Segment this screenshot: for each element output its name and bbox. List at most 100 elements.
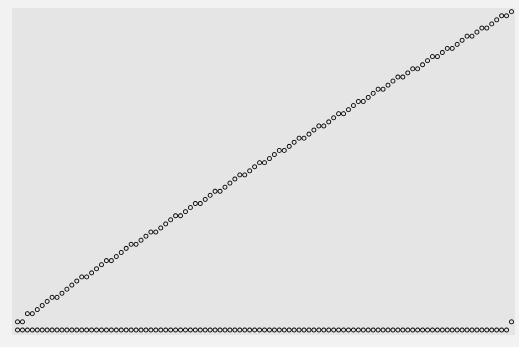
data-point-series-1 (108, 258, 114, 264)
data-point-series-2 (266, 327, 272, 333)
data-point-series-2 (439, 327, 445, 333)
data-point-series-1 (143, 233, 149, 239)
data-point-series-2 (197, 327, 203, 333)
data-point-series-2 (183, 327, 188, 333)
data-point-series-2 (479, 327, 485, 333)
data-point-series-2 (444, 327, 450, 333)
data-point-series-2 (99, 327, 104, 333)
data-point-series-1 (217, 188, 223, 194)
data-point-series-1 (266, 156, 272, 162)
data-point-series-2 (484, 327, 490, 333)
data-point-series-2 (148, 327, 154, 333)
data-point-series-1 (464, 33, 470, 39)
data-point-series-1 (138, 237, 144, 243)
data-point-series-1 (430, 54, 435, 60)
data-point-series-1 (360, 99, 366, 104)
data-point-series-2 (19, 327, 25, 333)
data-point-series-1 (271, 152, 277, 157)
data-point-series-1 (316, 123, 322, 129)
data-point-series-2 (494, 327, 500, 333)
data-point-series-1 (291, 139, 297, 145)
data-point-series-1 (207, 192, 213, 198)
data-point-series-1 (306, 131, 312, 137)
data-point-series-1 (281, 147, 287, 153)
data-point-series-2 (69, 327, 75, 333)
data-point-series-1 (153, 229, 159, 235)
data-point-series-1 (346, 107, 351, 113)
data-point-series-2 (232, 327, 238, 333)
data-point-series-1 (489, 21, 495, 27)
data-point-series-1 (148, 229, 154, 235)
data-point-series-2 (296, 327, 302, 333)
data-point-series-1 (113, 254, 119, 259)
data-point-series-2 (192, 327, 198, 333)
data-point-series-1 (474, 29, 480, 35)
data-point-series-1 (499, 13, 505, 19)
data-point-series-1 (395, 74, 401, 80)
data-point-series-1 (484, 25, 490, 31)
data-point-series-2 (430, 327, 435, 333)
data-point-series-1 (118, 250, 124, 255)
data-point-series-1 (64, 286, 70, 292)
data-point-series-1 (84, 274, 90, 280)
data-point-series-2 (262, 327, 267, 333)
data-point-series-2 (153, 327, 159, 333)
data-point-series-2 (237, 327, 243, 333)
data-point-series-2 (306, 327, 312, 333)
data-point-series-1 (509, 9, 514, 15)
data-point-series-1 (74, 278, 80, 284)
data-point-series-1 (311, 127, 317, 133)
data-point-series-1 (425, 58, 430, 64)
data-point-series-2 (138, 327, 144, 333)
data-point-series-2 (89, 327, 95, 333)
data-point-series-2 (133, 327, 139, 333)
data-point-series-2 (509, 319, 514, 325)
data-point-series-1 (380, 86, 386, 92)
data-point-series-1 (59, 290, 65, 296)
data-point-series-2 (59, 327, 65, 333)
data-point-series-2 (336, 327, 342, 333)
data-point-series-2 (350, 327, 356, 333)
data-point-series-2 (173, 327, 179, 333)
data-point-series-2 (123, 327, 129, 333)
data-point-series-1 (54, 294, 60, 300)
data-point-series-1 (375, 86, 381, 92)
data-point-series-1 (44, 298, 50, 304)
data-point-series-1 (454, 41, 460, 47)
data-point-series-2 (24, 327, 30, 333)
data-point-series-2 (163, 327, 169, 333)
data-point-series-1 (262, 160, 267, 166)
data-point-series-1 (187, 205, 193, 211)
data-point-series-1 (326, 119, 332, 125)
data-point-series-1 (459, 37, 465, 43)
data-point-series-1 (49, 294, 55, 300)
data-point-series-2 (360, 327, 366, 333)
data-point-series-1 (29, 311, 35, 317)
data-point-series-2 (271, 327, 277, 333)
data-point-series-1 (350, 103, 356, 109)
data-point-series-1 (123, 245, 129, 251)
data-point-series-2 (464, 327, 470, 333)
data-point-series-2 (326, 327, 332, 333)
data-point-series-1 (434, 54, 440, 60)
data-point-series-1 (331, 115, 337, 121)
data-point-series-2 (143, 327, 149, 333)
data-point-series-2 (158, 327, 164, 333)
data-point-series-2 (281, 327, 287, 333)
data-point-series-2 (168, 327, 174, 333)
data-point-series-1 (410, 66, 416, 72)
data-point-series-2 (34, 327, 40, 333)
data-point-series-2 (365, 327, 371, 333)
data-point-series-2 (341, 327, 346, 333)
data-point-series-1 (183, 209, 188, 215)
data-point-series-2 (385, 327, 391, 333)
data-point-series-2 (118, 327, 124, 333)
data-point-series-1 (237, 172, 243, 178)
data-point-series-1 (128, 241, 134, 247)
data-point-series-2 (74, 327, 80, 333)
data-point-series-2 (202, 327, 208, 333)
data-point-series-1 (212, 188, 218, 194)
data-point-series-2 (321, 327, 327, 333)
data-point-series-1 (69, 282, 75, 288)
